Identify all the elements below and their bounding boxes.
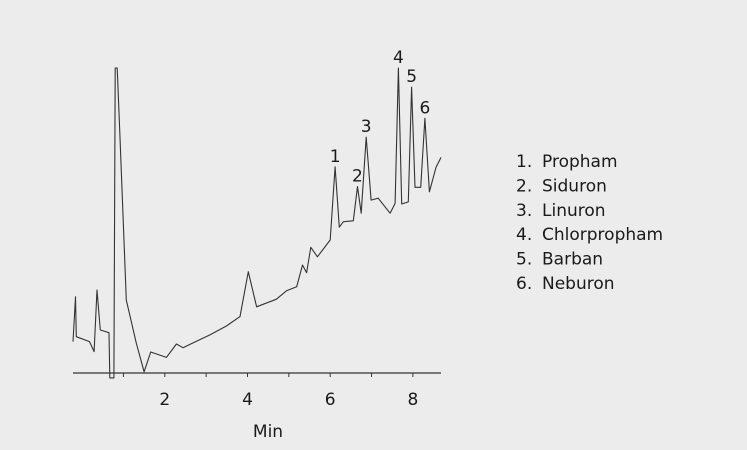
legend-name: Siduron — [542, 176, 607, 196]
legend-name: Neburon — [542, 274, 615, 294]
legend-number: 4. — [516, 225, 532, 245]
peak-label: 1 — [330, 147, 341, 167]
peak-label: 3 — [361, 117, 372, 137]
peak-label: 5 — [406, 67, 417, 87]
legend-entry: 1. Propham — [516, 152, 618, 172]
legend-number: 3. — [516, 201, 532, 221]
peak-labels: 12 3 456 — [330, 48, 431, 187]
x-tick-label: 8 — [407, 390, 418, 410]
legend-number: 2. — [516, 176, 532, 196]
legend-entry: 5. Barban — [516, 250, 603, 270]
peak-label: 2 — [352, 167, 363, 187]
legend-entry: 3. Linuron — [516, 201, 606, 221]
legend: 1. Propham 2. Siduron 3. Linuron 4. Chlorpropha… — [516, 152, 663, 294]
legend-number: 6. — [516, 274, 532, 294]
legend-number: 1. — [516, 152, 532, 172]
legend-entry: 4. Chlorpropham — [516, 225, 663, 245]
legend-entry: 6. Neburon — [516, 274, 615, 294]
legend-name: Propham — [542, 152, 618, 172]
peak-label: 6 — [419, 98, 430, 118]
legend-entry: 2. Siduron — [516, 176, 607, 196]
x-ticks: 2 4 6 8 — [122, 373, 418, 410]
x-tick-label: 4 — [242, 390, 253, 410]
legend-number: 5. — [516, 250, 532, 270]
legend-name: Barban — [542, 250, 603, 270]
x-tick-label: 2 — [159, 390, 170, 410]
legend-name: Linuron — [542, 201, 606, 221]
legend-name: Chlorpropham — [542, 225, 663, 245]
chromatogram-trace — [72, 67, 442, 379]
x-tick-label: 6 — [325, 390, 336, 410]
peak-label: 4 — [393, 48, 404, 68]
x-axis-label: Min — [253, 422, 283, 442]
